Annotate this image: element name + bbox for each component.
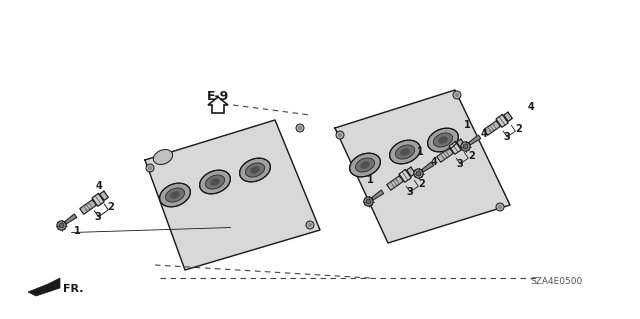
Polygon shape [504,112,512,122]
Text: 1: 1 [417,147,424,157]
Circle shape [498,205,502,209]
Ellipse shape [210,178,220,186]
Ellipse shape [159,183,190,207]
Polygon shape [436,148,453,162]
Ellipse shape [396,145,415,159]
Polygon shape [449,142,461,154]
Text: 4: 4 [431,158,437,167]
Ellipse shape [390,140,420,164]
Text: 1: 1 [367,175,374,185]
Circle shape [414,169,423,178]
Ellipse shape [433,133,452,147]
Polygon shape [64,214,77,224]
Circle shape [146,164,154,172]
Ellipse shape [360,161,370,169]
Circle shape [57,221,66,230]
Ellipse shape [438,136,448,144]
Polygon shape [387,176,403,190]
Circle shape [308,223,312,227]
Text: 4: 4 [527,102,534,113]
Circle shape [455,93,459,97]
Circle shape [296,124,304,132]
Polygon shape [496,115,508,127]
Ellipse shape [165,188,184,202]
Polygon shape [421,162,434,172]
Text: 2: 2 [108,202,115,212]
Circle shape [364,197,373,206]
Circle shape [366,199,371,204]
Text: 3: 3 [503,132,510,142]
Ellipse shape [170,191,180,199]
Circle shape [338,133,342,137]
Circle shape [461,142,470,151]
Text: 1: 1 [74,226,80,235]
Circle shape [298,126,302,130]
Circle shape [416,171,421,176]
Text: 2: 2 [468,151,474,161]
Polygon shape [100,191,108,200]
Ellipse shape [355,158,374,172]
Polygon shape [335,90,510,243]
Ellipse shape [154,150,173,165]
Polygon shape [92,194,104,206]
Circle shape [148,166,152,170]
Ellipse shape [205,175,225,189]
Polygon shape [484,121,500,135]
Ellipse shape [250,166,260,174]
Ellipse shape [400,148,410,156]
Circle shape [463,144,468,149]
Circle shape [336,131,344,139]
Polygon shape [399,170,411,182]
Text: 3: 3 [456,159,463,169]
Text: 2: 2 [515,124,522,134]
Polygon shape [457,139,465,148]
Ellipse shape [239,158,270,182]
Text: 3: 3 [95,211,101,221]
Text: 1: 1 [464,120,471,130]
Text: 3: 3 [406,187,413,197]
Text: E-9: E-9 [207,91,229,103]
Circle shape [453,91,461,99]
Text: FR.: FR. [63,284,83,294]
Circle shape [496,203,504,211]
Polygon shape [371,190,384,200]
Polygon shape [145,120,320,270]
Ellipse shape [200,170,230,194]
Circle shape [306,221,314,229]
Circle shape [59,223,64,228]
Text: 2: 2 [418,179,424,189]
Ellipse shape [245,163,264,177]
Polygon shape [407,167,415,176]
Ellipse shape [349,153,380,177]
Polygon shape [28,278,60,296]
Polygon shape [80,200,96,214]
Polygon shape [468,135,481,145]
Text: SZA4E0500: SZA4E0500 [530,278,582,286]
Text: 4: 4 [96,181,103,191]
Text: 4: 4 [481,130,488,139]
Ellipse shape [428,128,458,152]
